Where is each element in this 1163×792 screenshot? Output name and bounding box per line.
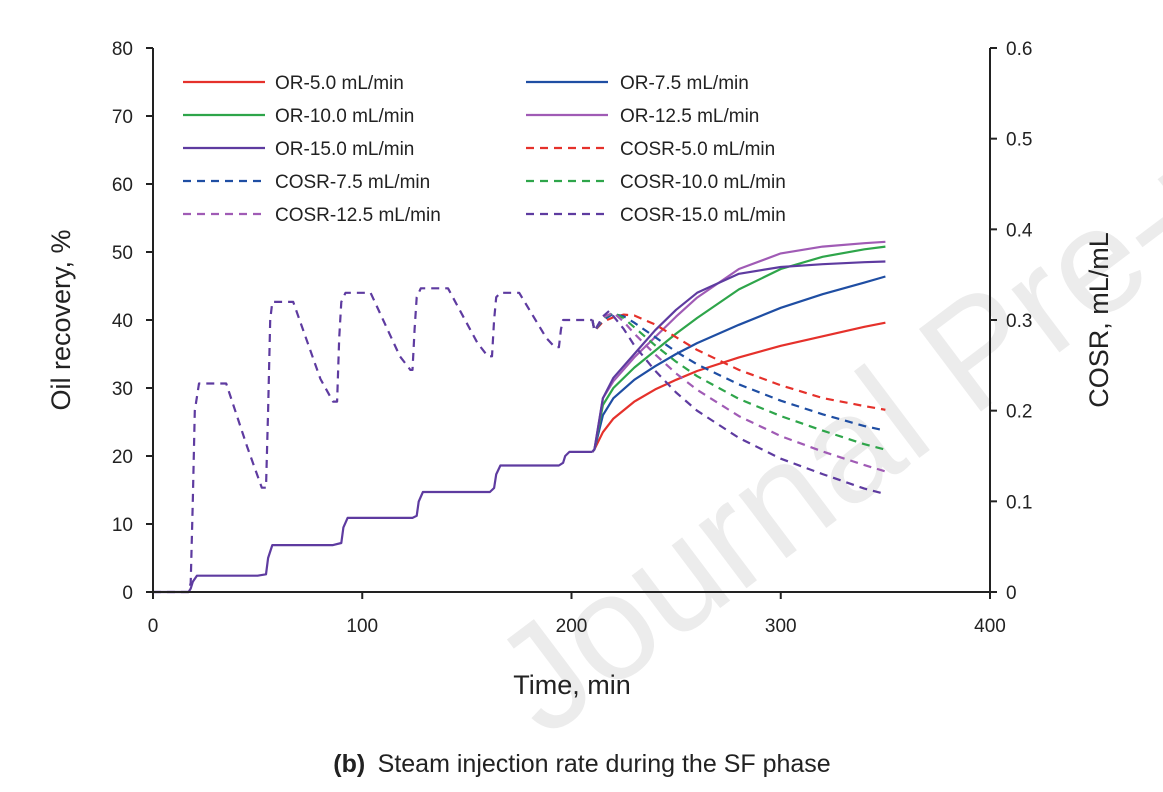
caption: (b) Steam injection rate during the SF p… <box>333 750 830 778</box>
y2-axis-title: COSR, mL/mL <box>1084 232 1114 408</box>
y-tick-label: 30 <box>112 379 133 400</box>
y2-tick-label: 0.3 <box>1006 311 1032 332</box>
legend-label: COSR-12.5 mL/min <box>275 205 441 226</box>
legend: OR-5.0 mL/min OR-7.5 mL/min OR-10.0 mL/min… <box>183 73 786 226</box>
legend-label: OR-15.0 mL/min <box>275 139 414 160</box>
x-tick-label: 100 <box>346 616 378 637</box>
series-line-0 <box>591 321 886 453</box>
y-tick-label: 50 <box>112 243 133 264</box>
y-tick-label: 60 <box>112 175 133 196</box>
y-tick-label: 40 <box>112 311 133 332</box>
legend-label: OR-12.5 mL/min <box>620 106 759 127</box>
series-line-4 <box>591 260 886 453</box>
series-line-8 <box>591 311 886 473</box>
ticks: 0 100 200 300 4000102030405060708000.10.20.3… <box>112 39 1033 637</box>
y-tick-label: 10 <box>112 515 133 536</box>
x-tick-label: 0 <box>148 616 159 637</box>
y-tick-label: 20 <box>112 447 133 468</box>
caption-text: Steam injection rate during the SF phase <box>378 750 831 778</box>
shared-or-line <box>153 450 593 594</box>
legend-label: COSR-15.0 mL/min <box>620 205 786 226</box>
x-axis-title: Time, min <box>513 670 631 700</box>
y2-tick-label: 0.2 <box>1006 402 1032 423</box>
y2-tick-label: 0.1 <box>1006 492 1032 513</box>
series-line-2 <box>591 245 886 453</box>
y2-tick-label: 0.4 <box>1006 220 1033 241</box>
legend-label: OR-10.0 mL/min <box>275 106 414 127</box>
legend-label: OR-5.0 mL/min <box>275 73 404 94</box>
series-line-9 <box>591 309 886 496</box>
legend-label: COSR-5.0 mL/min <box>620 139 775 160</box>
y2-tick-label: 0.5 <box>1006 130 1032 151</box>
series-line-5 <box>591 313 886 411</box>
legend-label: COSR-7.5 mL/min <box>275 172 430 193</box>
legend-label: COSR-10.0 mL/min <box>620 172 786 193</box>
x-tick-label: 400 <box>974 616 1006 637</box>
y-tick-label: 0 <box>122 583 133 604</box>
x-tick-label: 300 <box>765 616 797 637</box>
y2-tick-label: 0.6 <box>1006 39 1032 60</box>
y2-tick-label: 0 <box>1006 583 1017 604</box>
legend-label: OR-7.5 mL/min <box>620 73 749 94</box>
caption-label: (b) <box>333 750 365 778</box>
plot-lines <box>153 240 886 594</box>
series-line-1 <box>591 275 886 453</box>
y-axis-title: Oil recovery, % <box>46 229 76 410</box>
y-tick-label: 80 <box>112 39 133 60</box>
y-tick-label: 70 <box>112 107 133 128</box>
x-tick-label: 200 <box>556 616 588 637</box>
series-line-6 <box>591 312 886 432</box>
shared-cosr-line <box>153 287 593 594</box>
